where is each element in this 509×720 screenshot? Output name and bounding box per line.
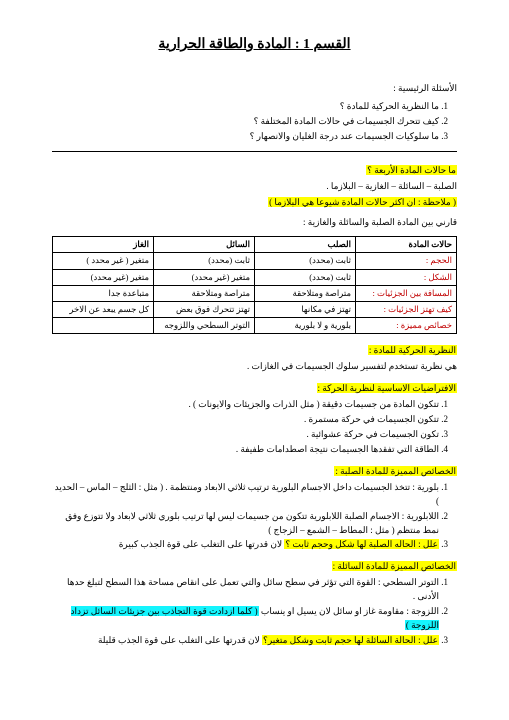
kinetic-def: هي نظرية تستخدم لتفسير سلوك الجسيمات في … <box>52 360 457 374</box>
list-item: بلورية : تتخذ الجسيمات داخل الاجسام البل… <box>52 481 439 509</box>
table-row: المسافة بين الجزئيات : متراصة ومتلاحقة م… <box>53 285 457 301</box>
table-row: الحجم : ثابت (محدد) ثابت (محدد) متغير ( … <box>53 253 457 269</box>
table-header: الصلب <box>255 237 356 253</box>
solid-props-section: الخصائص المميزة للمادة الصلبة : بلورية :… <box>52 465 457 553</box>
table-header: حالات المادة <box>356 237 457 253</box>
kinetic-title: النظرية الحركية للمادة : <box>368 345 457 355</box>
table-header: السائل <box>154 237 255 253</box>
page-title: القسم 1 : المادة والطاقة الحرارية <box>52 34 457 56</box>
list-item: علل : الحالة السائلة لها حجم ثابت وشكل م… <box>52 634 439 648</box>
solid-props-title: الخصائص المميزة للمادة الصلبة : <box>334 466 457 476</box>
liquid-props-section: الخصائص المميزة للمادة السائلة : التوتر … <box>52 560 457 648</box>
list-item: اللزوجة : مقاومة غاز او سائل لان يسيل او… <box>52 605 439 633</box>
liquid-props-title: الخصائص المميزة للمادة السائلة : <box>332 561 457 571</box>
separator <box>52 151 457 152</box>
list-item: علل : الحاله الصلبة لها شكل وحجم ثابت ؟ … <box>52 538 439 552</box>
list-item: التوتر السطحي : القوة التي تؤثر في سطح س… <box>52 576 439 604</box>
solid-props-list: بلورية : تتخذ الجسيمات داخل الاجسام البل… <box>52 481 457 553</box>
list-item: كيف تتحرك الجسيمات في حالات المادة المخت… <box>52 115 439 129</box>
liquid-props-list: التوتر السطحي : القوة التي تؤثر في سطح س… <box>52 576 457 648</box>
table-row: الشكل : ثابت (محدد) متغير (غير محدد) متغ… <box>53 269 457 285</box>
states-answer: الصلبة – السائلة – الغازية – البلازما . <box>52 180 457 194</box>
states-question: ما حالات المادة الأربعة ؟ <box>52 164 457 178</box>
list-item: اللابلورية : الاجسام الصلبة اللابلورية ت… <box>52 510 439 538</box>
document-page: القسم 1 : المادة والطاقة الحرارية الأسئل… <box>0 0 509 720</box>
table-row: خصائص مميزة : بلورية و لا بلورية التوتر … <box>53 318 457 334</box>
kinetic-theory-section: النظرية الحركية للمادة : هي نظرية تستخدم… <box>52 344 457 374</box>
main-questions-header: الأسئلة الرئيسية : <box>52 82 457 96</box>
list-item: ما النظرية الحركية للمادة ؟ <box>52 100 439 114</box>
table-row: حالات المادة الصلب السائل الغاز <box>53 237 457 253</box>
comparison-table: حالات المادة الصلب السائل الغاز الحجم : … <box>52 236 457 334</box>
assumptions-section: الافتراضيات الاساسية لنظرية الحركة : تتك… <box>52 382 457 457</box>
list-item: تكون الجسيمات في حركة عشوائية . <box>52 428 439 442</box>
list-item: الطاقة التي تفقدها الجسيمات نتيجة اصطدام… <box>52 443 439 457</box>
main-questions-list: ما النظرية الحركية للمادة ؟ كيف تتحرك ال… <box>52 100 457 144</box>
list-item: تتكون الجسيمات في حركة مستمرة . <box>52 413 439 427</box>
assumptions-title: الافتراضيات الاساسية لنظرية الحركة : <box>317 383 457 393</box>
states-note: ( ملاحظة : ان اكثر حالات المادة شيوعا هي… <box>52 196 457 210</box>
list-item: ما سلوكيات الجسيمات عند درجة الغليان وال… <box>52 130 439 144</box>
compare-intro: قارني بين المادة الصلبة والسائلة والغازي… <box>52 216 457 230</box>
table-row: كيف تهتز الجزئيات : تهتز في مكانها تهتز … <box>53 301 457 317</box>
list-item: تتكون المادة من جسيمات دقيقة ( مثل الذرا… <box>52 398 439 412</box>
table-header: الغاز <box>53 237 154 253</box>
assumptions-list: تتكون المادة من جسيمات دقيقة ( مثل الذرا… <box>52 398 457 457</box>
